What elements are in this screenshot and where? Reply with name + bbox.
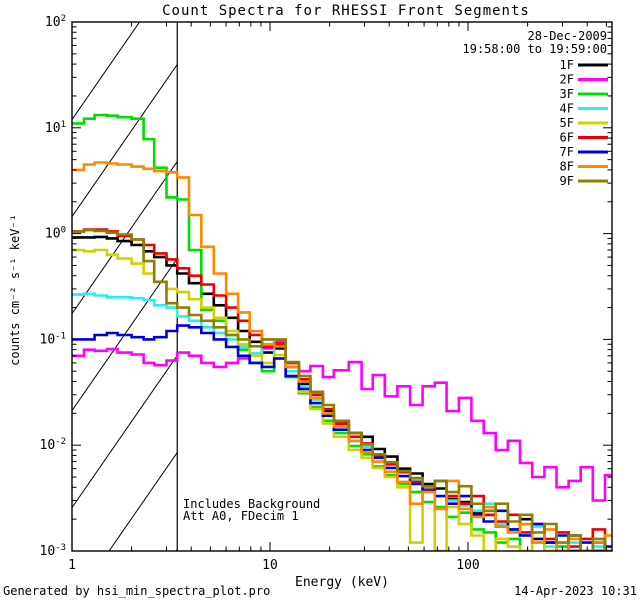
obs-time-range: 19:58:00 to 19:59:00 (462, 42, 608, 56)
observation-info: 28-Dec-2009 19:58:00 to 19:59:00 (463, 30, 608, 56)
background-note: Includes Background (183, 497, 321, 511)
legend-label-3F: 3F (560, 87, 574, 101)
render-timestamp: 14-Apr-2023 10:31 (514, 584, 637, 598)
legend-label-9F: 9F (560, 174, 574, 188)
attenuation-hatch-region (72, 22, 178, 551)
legend-label-8F: 8F (560, 160, 574, 174)
legend-label-4F: 4F (560, 102, 574, 116)
plot-annotation: Includes Background Att A0, FDecim 1 (183, 498, 320, 522)
x-axis-label: Energy (keV) (295, 575, 389, 590)
y-tick-label: 101 (45, 120, 66, 136)
series-5F (72, 248, 612, 551)
legend-label-1F: 1F (560, 58, 574, 72)
legend-label-2F: 2F (560, 73, 574, 87)
generator-credit: Generated by hsi_min_spectra_plot.pro (3, 584, 271, 598)
series-1F (72, 235, 612, 551)
attenuator-note: Att A0, FDecim 1 (183, 509, 299, 523)
legend-label-7F: 7F (560, 145, 574, 159)
y-tick-label: 10-1 (40, 331, 67, 347)
series-2F (72, 340, 612, 502)
y-tick-label: 10-2 (40, 437, 67, 453)
legend-label-6F: 6F (560, 131, 574, 145)
y-tick-label: 100 (45, 226, 66, 242)
y-tick-label: 102 (45, 14, 66, 30)
series-3F (72, 113, 612, 551)
y-tick-label: 10-3 (40, 543, 67, 559)
series-9F (72, 228, 612, 551)
plot-title: Count Spectra for RHESSI Front Segments (162, 3, 530, 19)
legend-label-5F: 5F (560, 116, 574, 130)
obs-date: 28-Dec-2009 (527, 29, 607, 43)
x-tick-label: 10 (262, 558, 278, 573)
axis-ticks (71, 21, 612, 552)
series-8F (72, 161, 612, 551)
x-tick-label: 1 (68, 558, 76, 573)
x-tick-label: 100 (456, 558, 479, 573)
plot-frame (71, 21, 613, 552)
y-axis-label: counts cm⁻² s⁻¹ keV⁻¹ (8, 214, 22, 366)
